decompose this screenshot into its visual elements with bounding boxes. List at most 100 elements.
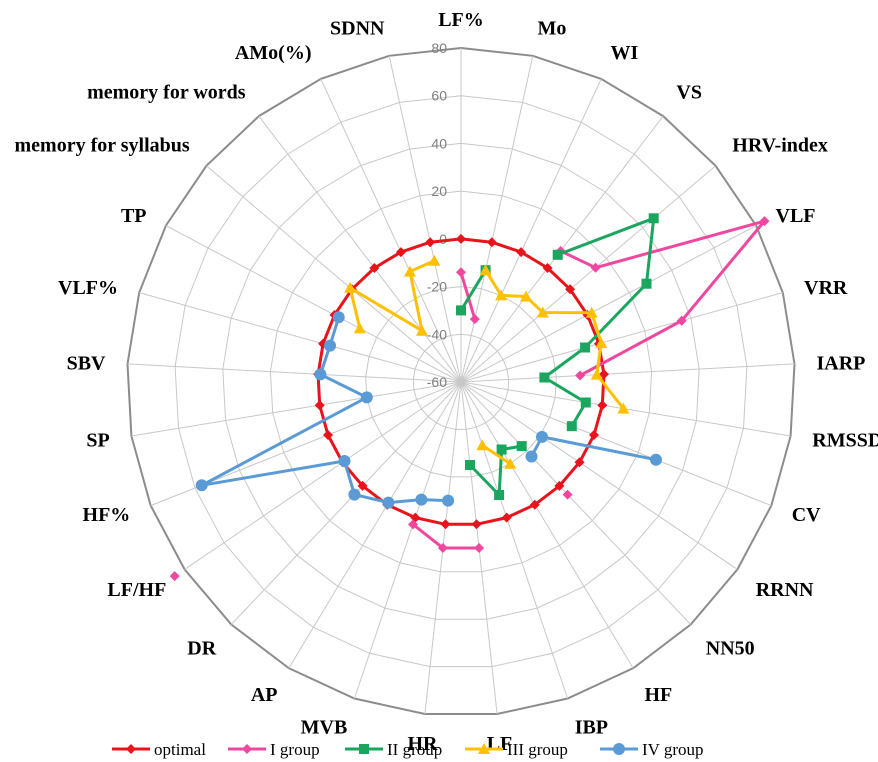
- legend-item: I group: [228, 740, 320, 759]
- data-point: [471, 519, 482, 530]
- data-point: [395, 247, 406, 258]
- data-point: [650, 453, 662, 466]
- spoke-17: [288, 381, 462, 669]
- axis-label: HF: [645, 684, 673, 706]
- tick-label: -40: [427, 326, 447, 342]
- data-point: [479, 264, 492, 276]
- spoke-16: [353, 381, 462, 699]
- data-point: [428, 254, 441, 266]
- axis-label: NN50: [706, 638, 755, 660]
- legend-item: IV group: [600, 740, 704, 759]
- spoke-25: [206, 165, 462, 383]
- data-point: [474, 543, 485, 553]
- axis-label: AMo(%): [235, 42, 312, 64]
- data-point: [574, 457, 585, 468]
- data-point: [338, 455, 351, 467]
- axis-label: HRV-index: [732, 135, 828, 157]
- tick-label: 80: [431, 40, 447, 56]
- data-point: [590, 262, 601, 273]
- data-point: [494, 490, 505, 500]
- data-point: [465, 460, 475, 470]
- spoke-22: [127, 363, 462, 383]
- data-point: [360, 391, 373, 404]
- data-point: [589, 430, 599, 440]
- tick-label: -60: [427, 374, 447, 390]
- data-point: [437, 543, 448, 553]
- data-point: [442, 494, 455, 507]
- spoke-10: [460, 381, 738, 570]
- data-point: [496, 444, 507, 455]
- spoke-6: [460, 292, 783, 383]
- grid-ring-2: [365, 286, 557, 478]
- spoke-12: [460, 381, 634, 669]
- data-point: [516, 441, 527, 452]
- axis-label: SDNN: [330, 17, 385, 39]
- data-point: [536, 306, 549, 318]
- data-point: [382, 496, 395, 509]
- grid-ring-4: [269, 190, 653, 573]
- series-4: [195, 311, 662, 509]
- axis-label: SBV: [67, 353, 106, 375]
- data-point: [353, 322, 366, 334]
- data-point: [504, 457, 517, 469]
- data-point: [566, 421, 577, 432]
- chart-grid: [126, 46, 796, 715]
- legend-item: optimal: [112, 740, 206, 759]
- spoke-2: [460, 78, 602, 383]
- series-line: [316, 237, 606, 526]
- spoke-7: [460, 363, 795, 383]
- data-point: [495, 289, 508, 301]
- data-point: [501, 512, 512, 523]
- data-point: [759, 216, 770, 227]
- grid-ring-1: [412, 333, 510, 430]
- data-point: [565, 284, 576, 295]
- axis-label: HR: [408, 733, 439, 755]
- legend-swatch-marker: [242, 744, 252, 754]
- spoke-27: [320, 78, 462, 383]
- axis-label: WI: [611, 42, 639, 64]
- data-point: [169, 571, 180, 582]
- radial-tick-labels: -60 -40 -20 0 20 40 60 80: [427, 40, 447, 390]
- tick-label: 20: [431, 183, 447, 199]
- data-point: [597, 400, 608, 411]
- data-point: [585, 306, 598, 318]
- series-line: [200, 316, 449, 505]
- data-point: [562, 489, 573, 500]
- series-3: [344, 254, 630, 469]
- spoke-4: [460, 165, 716, 383]
- tick-label: -20: [427, 279, 447, 295]
- axis-label: HF%: [83, 504, 131, 526]
- data-point: [536, 430, 548, 443]
- data-point: [580, 342, 591, 353]
- data-point: [520, 290, 532, 302]
- data-point: [648, 213, 659, 224]
- axis-label: TP: [121, 205, 147, 227]
- legend-label: IV group: [642, 740, 704, 759]
- data-point: [516, 247, 527, 258]
- grid-ring-5: [222, 142, 700, 620]
- axis-label: memory for syllabus: [15, 135, 190, 157]
- chart-series: [169, 213, 770, 582]
- data-point: [476, 439, 489, 451]
- data-point: [590, 368, 603, 380]
- legend-item: III group: [465, 740, 568, 759]
- data-point: [575, 370, 586, 381]
- axis-label: AP: [251, 684, 278, 706]
- tick-label: 0: [439, 231, 447, 247]
- axis-label: VS: [676, 82, 702, 104]
- axis-label: VRR: [804, 277, 848, 299]
- data-point: [323, 430, 333, 440]
- legend-swatch-marker: [613, 743, 625, 755]
- axis-label: LF%: [438, 9, 484, 31]
- axis-label: IBP: [575, 716, 608, 738]
- data-point: [598, 369, 609, 380]
- spoke-18: [230, 381, 462, 625]
- series-line: [468, 444, 522, 497]
- data-point: [456, 305, 466, 316]
- data-point: [425, 237, 436, 248]
- data-point: [456, 233, 466, 244]
- axis-label: DR: [187, 638, 216, 660]
- axis-label: MVB: [301, 716, 348, 738]
- data-point: [314, 400, 325, 411]
